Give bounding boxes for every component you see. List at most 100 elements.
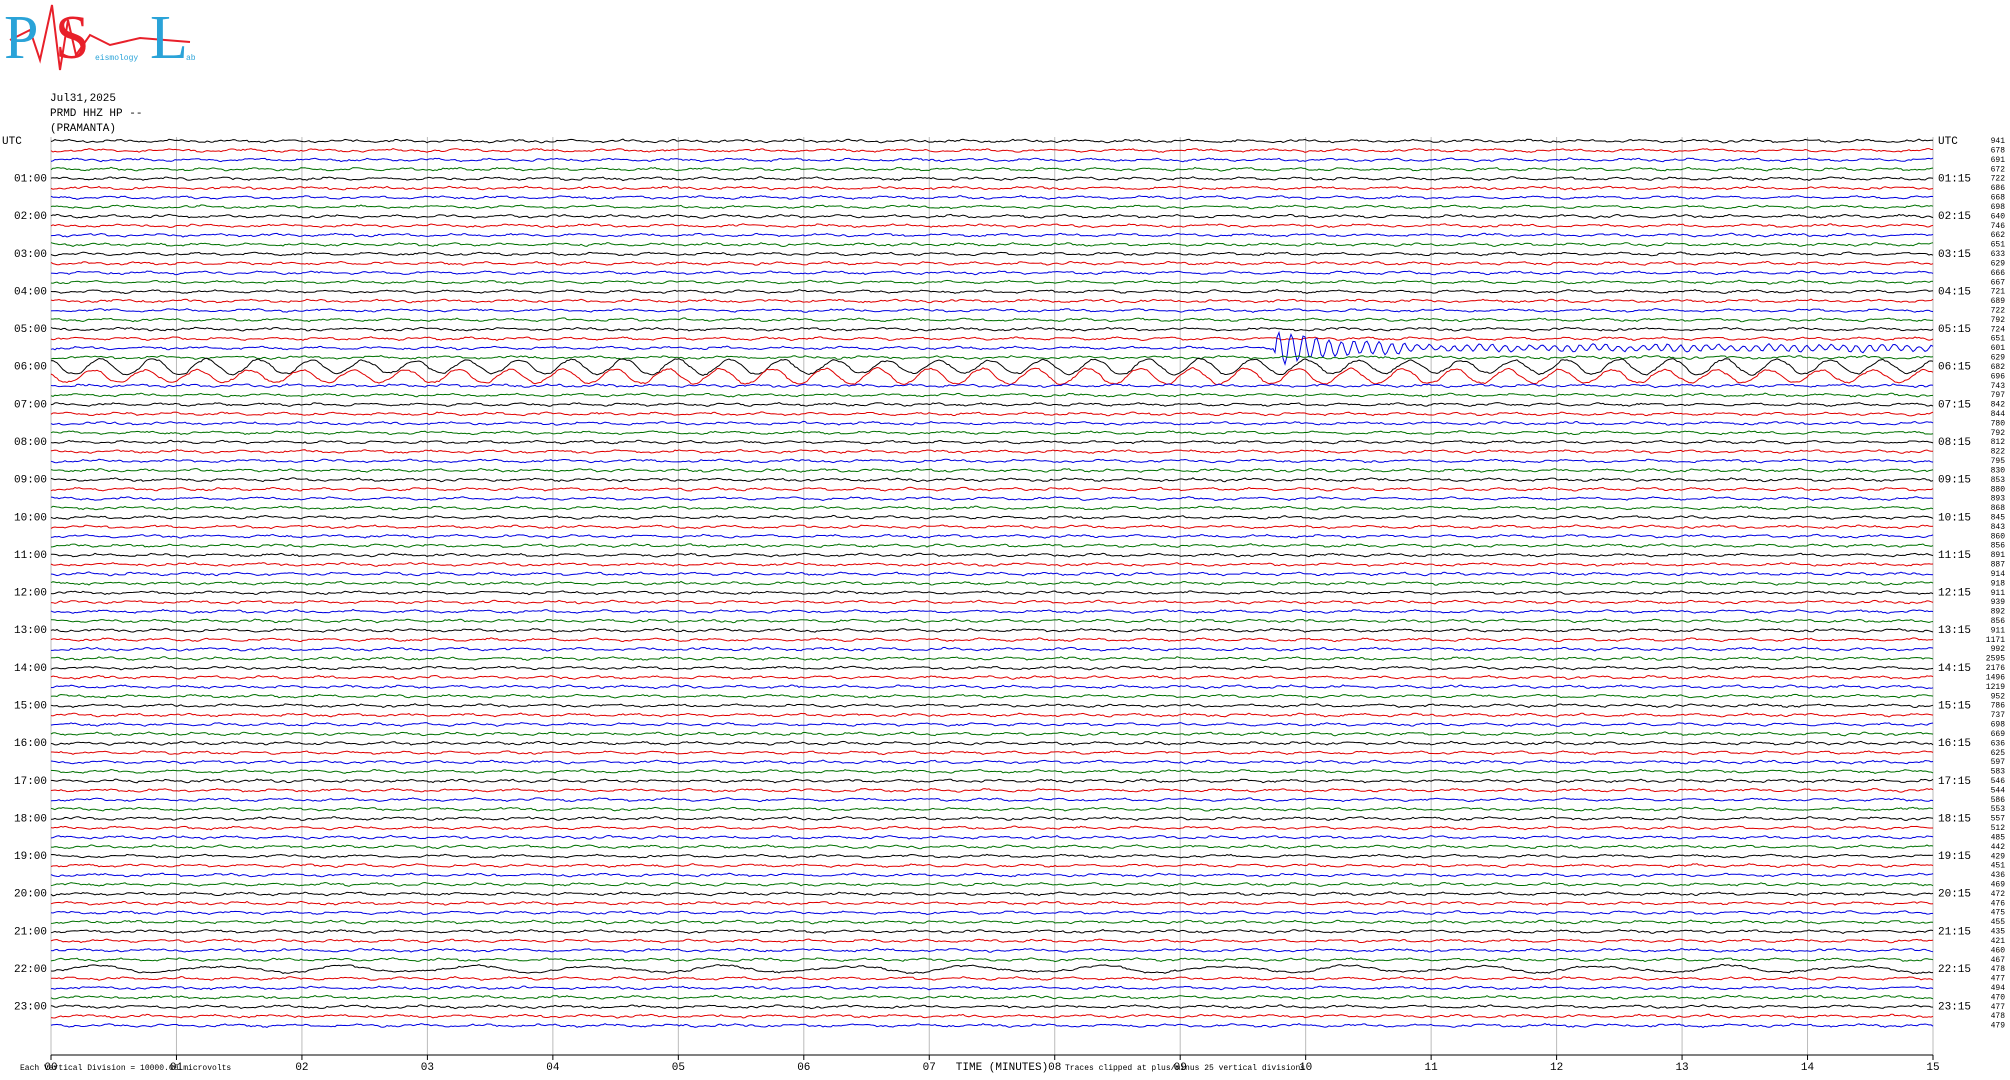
trace — [50, 477, 1934, 483]
trace-value: 918 — [1991, 579, 2006, 588]
trace-value: 477 — [1991, 975, 2006, 984]
station: PRMD HHZ HP -- — [50, 108, 142, 120]
trace — [50, 872, 1934, 878]
trace-value: 746 — [1991, 222, 2006, 231]
x-tick-label: 01 — [170, 1062, 184, 1074]
trace-value: 856 — [1991, 617, 2006, 626]
trace — [50, 1023, 1934, 1029]
x-tick-label: 07 — [923, 1062, 936, 1074]
trace-value: 557 — [1991, 815, 2006, 824]
trace-value: 546 — [1991, 777, 2006, 786]
trace — [50, 721, 1934, 727]
x-tick-label: 05 — [672, 1062, 685, 1074]
trace-value: 485 — [1991, 833, 2006, 842]
trace-value: 476 — [1991, 899, 2006, 908]
trace — [50, 1013, 1934, 1019]
right-time-label: 21:15 — [1938, 926, 1971, 938]
trace — [50, 608, 1934, 614]
trace — [50, 759, 1934, 765]
trace — [50, 618, 1934, 624]
trace-value: 667 — [1991, 278, 2006, 287]
trace — [50, 514, 1934, 520]
trace — [50, 270, 1934, 276]
trace-value: 737 — [1991, 711, 2006, 720]
trace-value: 467 — [1991, 956, 2006, 965]
x-tick-label: 06 — [797, 1062, 810, 1074]
trace — [50, 938, 1934, 944]
logo-letter: S — [55, 4, 89, 72]
trace-value: 478 — [1991, 965, 2006, 974]
axis-title: TIME (MINUTES) — [956, 1062, 1048, 1074]
trace-value: 494 — [1991, 984, 2006, 993]
x-tick-label: 02 — [295, 1062, 308, 1074]
trace-value: 691 — [1991, 156, 2006, 165]
trace-value: 860 — [1991, 532, 2006, 541]
right-time-label: 23:15 — [1938, 1002, 1971, 1014]
logo-text: eismology — [95, 54, 138, 63]
right-time-label: UTC — [1938, 136, 1958, 148]
trace-value: 892 — [1991, 608, 2006, 617]
trace — [50, 330, 1934, 366]
trace — [50, 590, 1934, 596]
trace — [50, 665, 1934, 671]
right-time-label: 22:15 — [1938, 964, 1971, 976]
left-time-label: 06:00 — [14, 362, 47, 374]
trace — [50, 656, 1934, 662]
right-time-label: 08:15 — [1938, 437, 1971, 449]
trace — [50, 242, 1934, 248]
left-time-label: 14:00 — [14, 663, 47, 675]
trace — [50, 712, 1934, 718]
trace-value: 651 — [1991, 335, 2006, 344]
trace-value: 470 — [1991, 993, 2006, 1002]
trace-value: 689 — [1991, 297, 2006, 306]
x-tick-label: 00 — [44, 1062, 57, 1074]
trace-value: 586 — [1991, 796, 2006, 805]
trace-value: 797 — [1991, 391, 2006, 400]
trace — [50, 994, 1934, 1000]
trace — [50, 194, 1934, 200]
trace-value: 2176 — [1986, 664, 2005, 673]
x-tick-label: 15 — [1926, 1062, 1939, 1074]
trace — [50, 317, 1934, 323]
trace — [50, 627, 1934, 633]
trace — [50, 580, 1934, 586]
trace — [50, 279, 1934, 285]
trace — [50, 703, 1934, 709]
trace-value: 845 — [1991, 514, 2006, 523]
trace-value: 887 — [1991, 561, 2006, 570]
x-tick-label: 13 — [1675, 1062, 1688, 1074]
right-time-label: 15:15 — [1938, 701, 1971, 713]
right-time-label: 16:15 — [1938, 738, 1971, 750]
trace — [50, 806, 1934, 812]
x-tick-label: 04 — [546, 1062, 560, 1074]
trace-value: 952 — [1991, 692, 2006, 701]
trace-value: 795 — [1991, 457, 2006, 466]
trace-value: 455 — [1991, 918, 2006, 927]
trace-value: 678 — [1991, 147, 2006, 156]
left-time-label: 08:00 — [14, 437, 47, 449]
trace — [50, 204, 1934, 210]
trace — [50, 571, 1934, 577]
right-time-label: 01:15 — [1938, 174, 1971, 186]
trace — [51, 815, 1934, 821]
trace-value: 842 — [1991, 401, 2006, 410]
left-time-label: 20:00 — [14, 889, 47, 901]
trace — [50, 787, 1934, 793]
trace — [50, 928, 1934, 934]
trace-value: 698 — [1991, 721, 2006, 730]
trace — [50, 260, 1934, 266]
trace — [50, 467, 1934, 473]
trace-value: 636 — [1991, 739, 2006, 748]
right-time-label: 17:15 — [1938, 776, 1971, 788]
trace-value: 868 — [1991, 504, 2006, 513]
trace-value: 780 — [1991, 419, 2006, 428]
right-time-label: 13:15 — [1938, 625, 1971, 637]
right-time-label: 14:15 — [1938, 663, 1971, 675]
trace-value: 436 — [1991, 871, 2006, 880]
trace-value: 880 — [1991, 485, 2006, 494]
trace — [50, 366, 1934, 386]
right-time-label: 19:15 — [1938, 851, 1971, 863]
trace — [50, 524, 1934, 530]
division-note: Each Vertical Division = 10000.00 microv… — [20, 1064, 231, 1073]
